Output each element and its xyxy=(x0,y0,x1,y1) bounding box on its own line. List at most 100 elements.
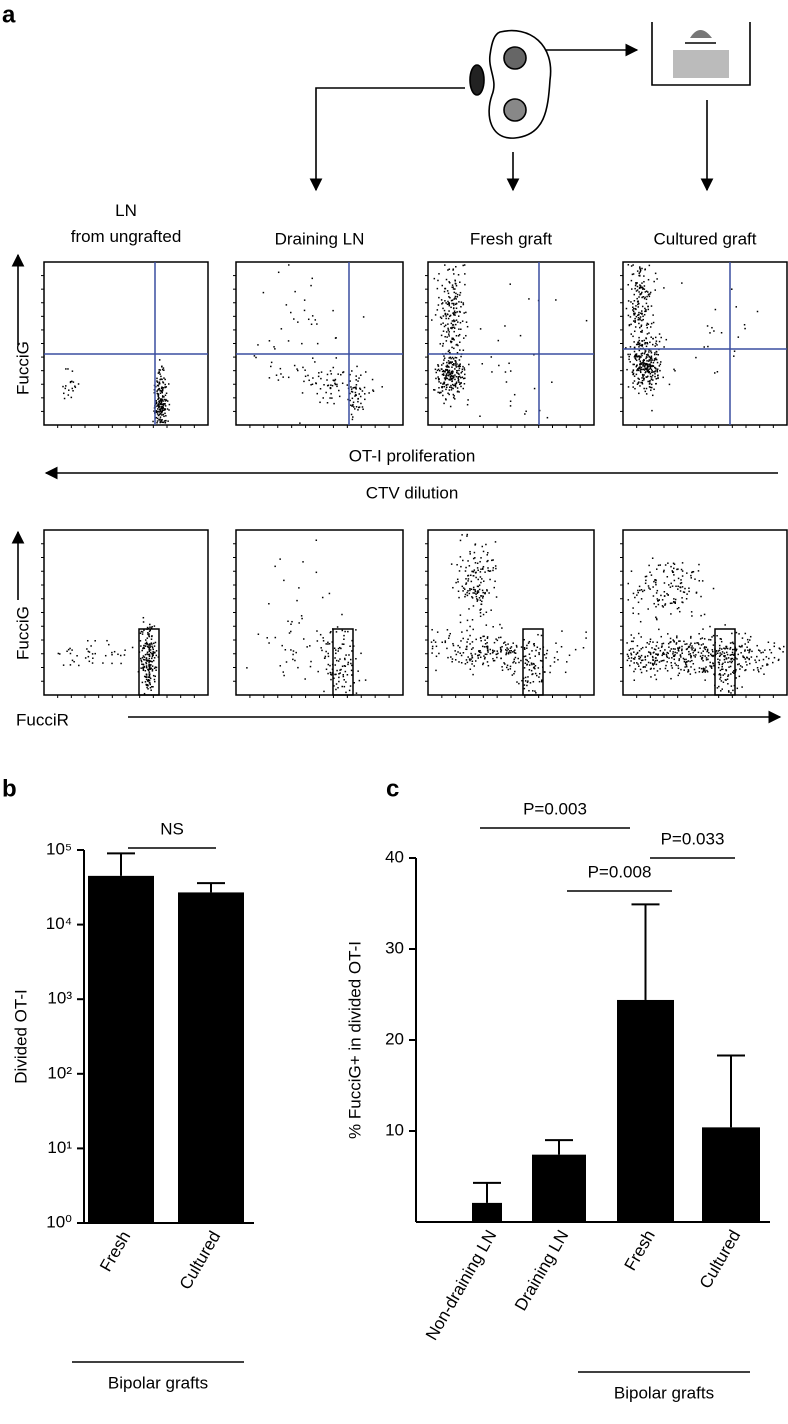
event-dot xyxy=(647,661,650,664)
event-dot xyxy=(290,649,292,651)
event-dot xyxy=(151,654,154,656)
event-dot xyxy=(450,306,452,309)
event-dot xyxy=(482,568,484,570)
event-dot xyxy=(483,635,485,638)
event-dot xyxy=(476,562,479,565)
event-dot xyxy=(728,691,730,693)
event-dot xyxy=(348,654,350,656)
event-dot xyxy=(679,654,682,657)
event-dot xyxy=(149,645,151,647)
event-dot xyxy=(727,657,730,659)
event-dot xyxy=(630,640,633,643)
event-dot xyxy=(164,405,167,407)
event-dot xyxy=(644,371,647,374)
event-dot xyxy=(677,649,680,651)
event-dot xyxy=(447,327,449,330)
event-dot xyxy=(660,660,663,662)
event-dot xyxy=(705,666,707,668)
event-dot xyxy=(738,675,741,678)
event-dot xyxy=(436,309,439,311)
event-dot xyxy=(464,283,466,286)
event-dot xyxy=(523,687,526,690)
event-dot xyxy=(160,406,162,408)
event-dot xyxy=(639,362,642,364)
event-dot xyxy=(460,372,462,374)
event-dot xyxy=(444,312,447,315)
event-dot xyxy=(445,374,447,377)
event-dot xyxy=(700,614,702,617)
event-dot xyxy=(448,333,450,335)
event-dot xyxy=(498,364,500,367)
event-dot xyxy=(494,541,497,543)
event-dot xyxy=(371,378,374,381)
event-dot xyxy=(637,306,640,308)
event-dot xyxy=(637,318,639,321)
event-dot xyxy=(493,586,495,589)
event-dot xyxy=(646,376,648,378)
event-dot xyxy=(642,361,645,363)
event-dot xyxy=(159,420,162,422)
event-dot xyxy=(488,570,491,572)
event-dot xyxy=(358,679,361,682)
event-dot xyxy=(706,648,709,651)
event-dot xyxy=(675,585,677,588)
event-dot xyxy=(326,402,329,404)
event-dot xyxy=(665,338,668,341)
event-dot xyxy=(480,651,482,654)
event-dot xyxy=(654,345,656,347)
event-dot xyxy=(649,363,651,365)
event-dot xyxy=(491,652,494,654)
event-dot xyxy=(457,321,459,323)
event-dot xyxy=(496,639,499,642)
event-dot xyxy=(638,357,641,359)
event-dot xyxy=(653,388,655,391)
event-dot xyxy=(470,652,472,655)
event-dot xyxy=(148,647,151,649)
event-dot xyxy=(381,386,383,388)
event-dot xyxy=(456,578,459,581)
event-dot xyxy=(319,633,322,636)
event-dot xyxy=(448,393,450,396)
event-dot xyxy=(154,680,156,683)
event-dot xyxy=(535,649,537,652)
bar xyxy=(702,1127,760,1222)
panel-label: b xyxy=(2,775,17,802)
event-dot xyxy=(649,638,652,640)
event-dot xyxy=(158,400,160,403)
event-dot xyxy=(168,403,171,406)
event-dot xyxy=(480,581,482,584)
event-dot xyxy=(773,645,776,648)
event-dot xyxy=(663,653,665,655)
event-dot xyxy=(641,368,643,371)
event-dot xyxy=(712,587,715,590)
event-dot xyxy=(493,650,496,652)
event-dot xyxy=(513,650,515,652)
event-dot xyxy=(732,689,734,692)
event-dot xyxy=(719,674,722,676)
event-dot xyxy=(638,302,640,305)
event-dot xyxy=(670,677,672,680)
event-dot xyxy=(655,382,657,385)
event-dot xyxy=(686,661,688,663)
event-dot xyxy=(672,648,675,650)
event-dot xyxy=(316,630,318,632)
event-dot xyxy=(335,659,338,662)
event-dot xyxy=(458,333,461,336)
event-dot xyxy=(464,373,466,376)
event-dot xyxy=(645,575,648,578)
event-dot xyxy=(473,665,475,667)
event-dot xyxy=(527,676,529,678)
event-dot xyxy=(724,648,726,650)
event-dot xyxy=(165,386,168,388)
event-dot xyxy=(657,653,659,656)
event-dot xyxy=(639,269,642,272)
event-dot xyxy=(455,323,457,326)
event-dot xyxy=(692,647,694,649)
event-dot xyxy=(456,351,459,354)
event-dot xyxy=(639,370,642,372)
event-dot xyxy=(645,357,647,360)
event-dot xyxy=(702,643,704,645)
event-dot xyxy=(667,652,670,655)
event-dot xyxy=(492,651,494,653)
event-dot xyxy=(472,605,475,607)
